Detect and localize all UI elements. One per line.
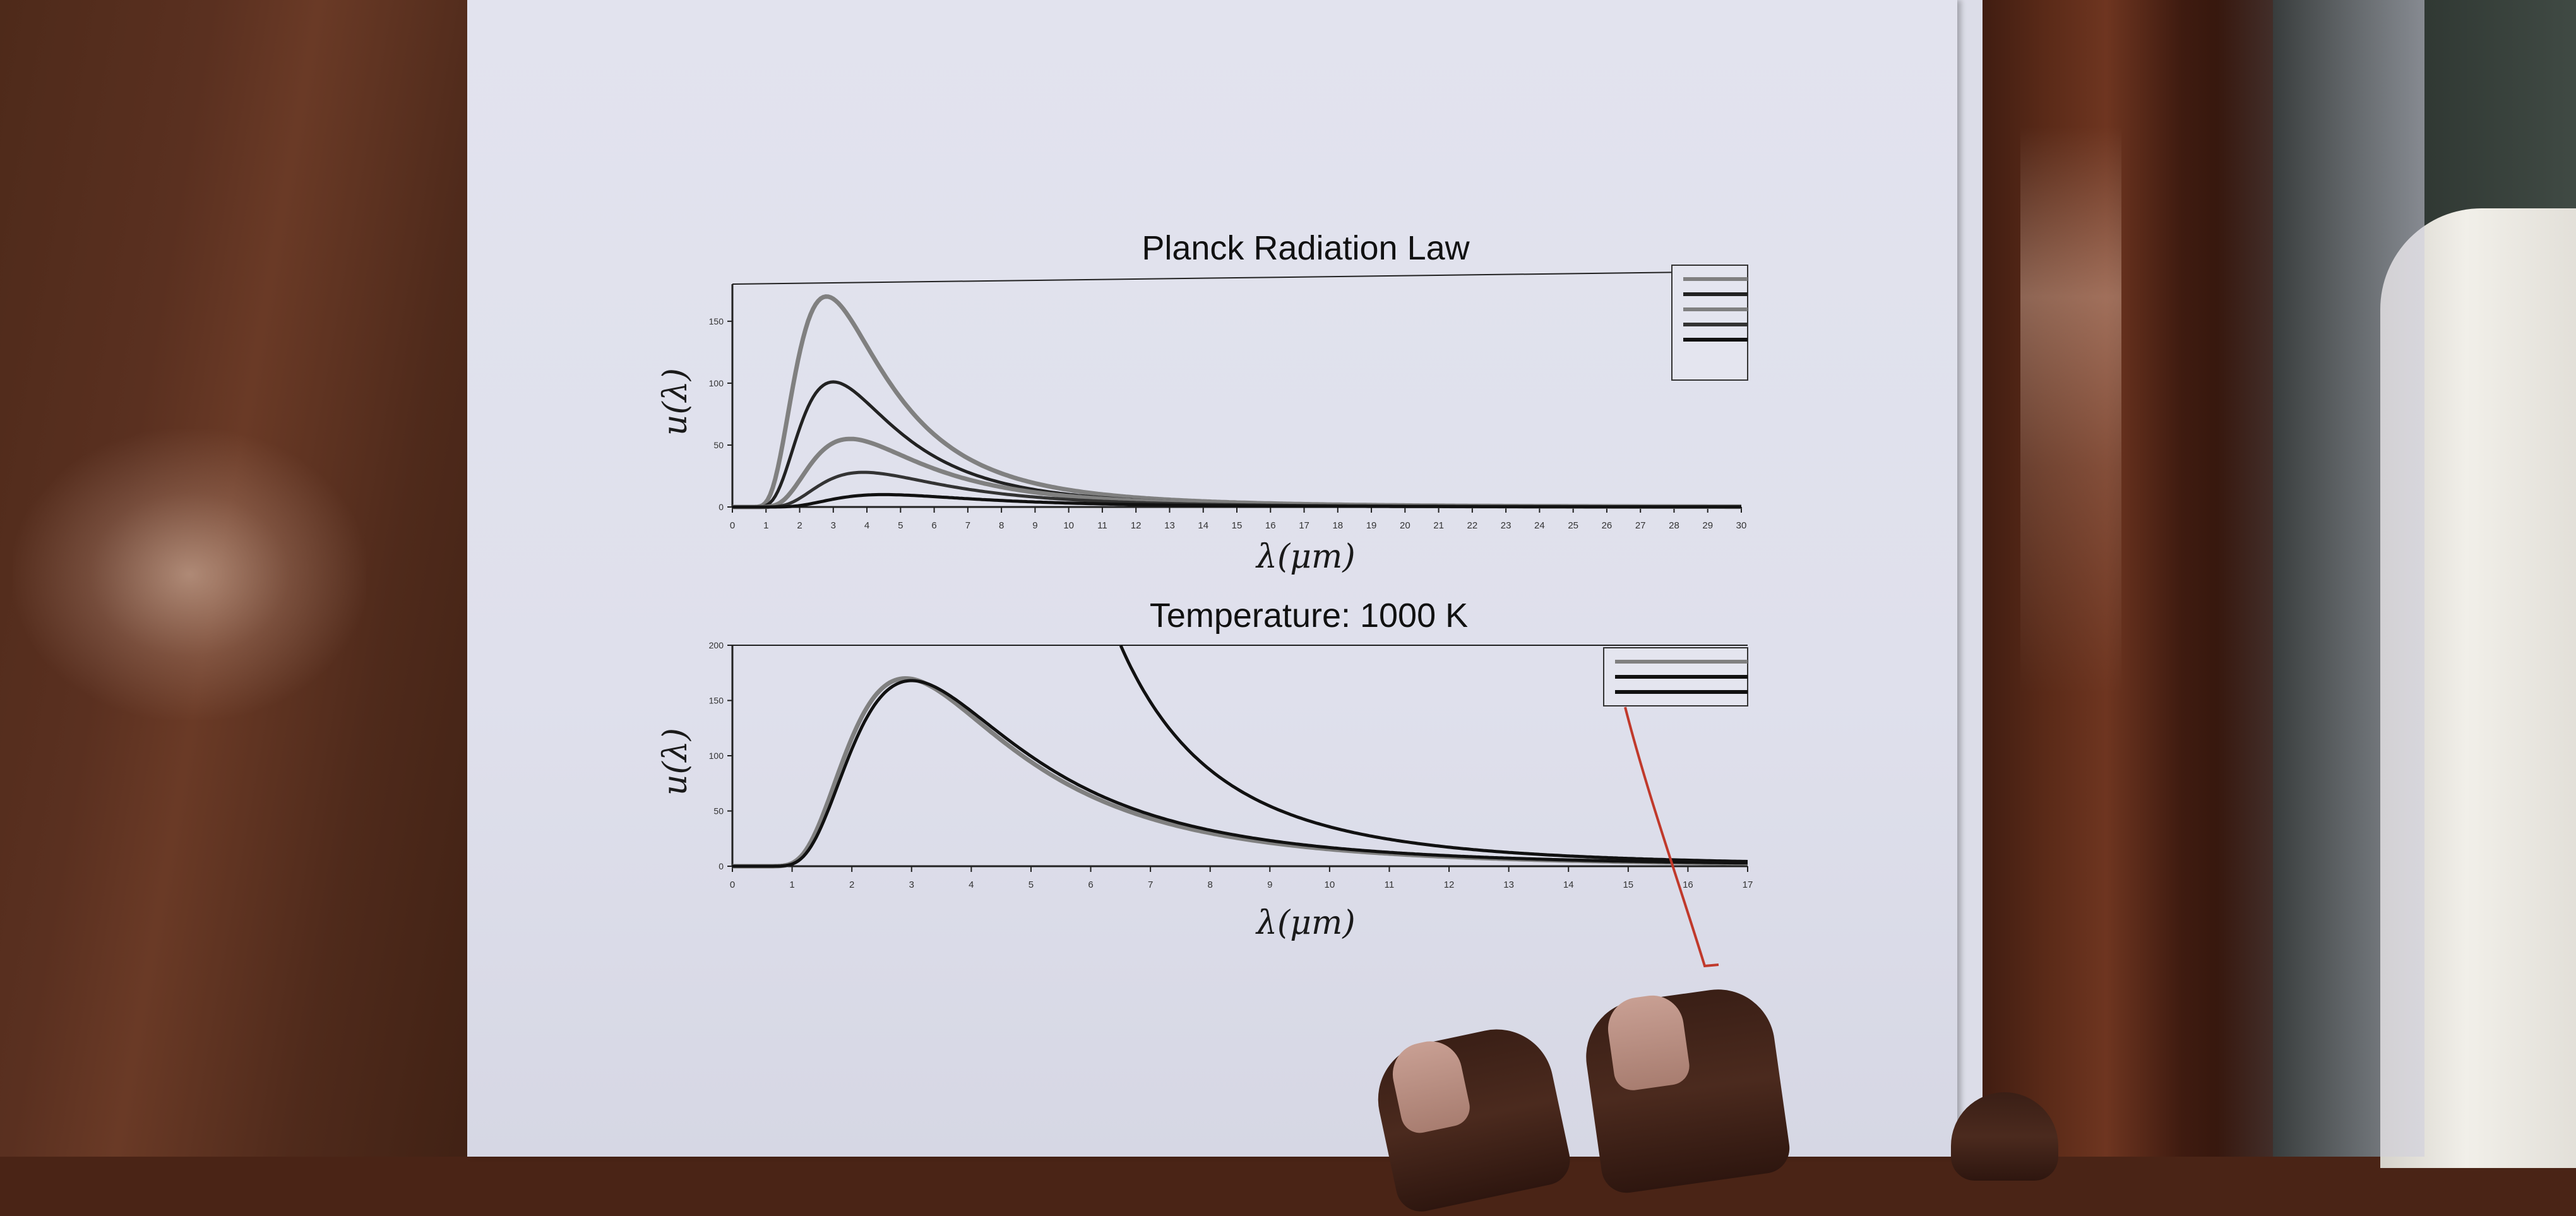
light-glare	[13, 429, 366, 720]
y-tick-label: 0	[719, 861, 724, 871]
x-tick-label: 4	[864, 520, 869, 531]
y-tick-label: 200	[709, 640, 724, 650]
x-tick-label: 2	[849, 879, 854, 890]
x-tick-label: 8	[999, 520, 1004, 531]
x-tick-label: 13	[1503, 879, 1514, 890]
x-tick-label: 14	[1563, 879, 1574, 890]
x-tick-label: 12	[1444, 879, 1455, 890]
x-tick-label: 20	[1400, 520, 1410, 531]
x-tick-label: 6	[1088, 879, 1093, 890]
x-tick-label: 11	[1097, 520, 1107, 531]
x-tick-label: 17	[1299, 520, 1309, 531]
chart1-plot: 0 1 2 3 4 5 6 7 8 9 10 11 12 13 14 15 16 17 18 19 20 21 22 23 24…	[709, 265, 1748, 531]
y-tick-label: 0	[719, 502, 724, 512]
chart1-title: Planck Radiation Law	[1142, 229, 1470, 267]
x-tick-label: 23	[1501, 520, 1512, 531]
x-tick-label: 15	[1232, 520, 1243, 531]
x-tick-label: 9	[1267, 879, 1272, 890]
series-line	[732, 492, 1741, 509]
y-tick-label: 150	[709, 316, 724, 326]
x-tick-label: 22	[1467, 520, 1478, 531]
chart2-xlabel: λ(μm)	[1256, 904, 1356, 942]
x-tick-label: 1	[763, 520, 768, 531]
x-tick-label: 15	[1623, 879, 1633, 890]
x-tick-label: 30	[1736, 520, 1747, 531]
x-tick-label: 0	[730, 879, 735, 890]
x-tick-label: 4	[969, 879, 974, 890]
x-tick-label: 10	[1325, 879, 1335, 890]
plot-top-border	[732, 271, 1742, 285]
x-tick-label: 9	[1032, 520, 1037, 531]
x-tick-label: 28	[1669, 520, 1679, 531]
x-tick-label: 2	[797, 520, 802, 531]
x-tick-label: 25	[1568, 520, 1578, 531]
series-line	[732, 380, 1741, 509]
y-tick-label: 50	[713, 440, 724, 450]
x-tick-label: 3	[831, 520, 836, 531]
x-tick-label: 1	[789, 879, 794, 890]
x-tick-label: 11	[1385, 879, 1395, 890]
charts-overlay: 0 1 2 3 4 5 6 7 8 9 10 11 12 13 14 15 16 17 18 19 20 21 22 23 24…	[709, 265, 1753, 968]
paper-fold-shade	[2216, 0, 2424, 1157]
y-tick-label: 50	[713, 806, 724, 816]
x-tick-label: 5	[1029, 879, 1034, 890]
x-tick-label: 5	[898, 520, 903, 531]
x-tick-label: 29	[1702, 520, 1713, 531]
series-line	[732, 679, 1748, 868]
x-tick-label: 13	[1164, 520, 1175, 531]
x-tick-label: 7	[965, 520, 970, 531]
y-tick-label: 150	[709, 696, 724, 706]
chart2-title: Temperature: 1000 K	[1149, 597, 1469, 635]
x-tick-label: 21	[1433, 520, 1444, 531]
x-tick-label: 18	[1332, 520, 1343, 531]
x-tick-label: 27	[1635, 520, 1646, 531]
red-pen-mark	[1624, 706, 1719, 968]
series-line	[732, 676, 1748, 869]
x-tick-label: 16	[1265, 520, 1276, 531]
chart1-xlabel: λ(μm)	[1256, 538, 1356, 576]
x-tick-label: 24	[1534, 520, 1545, 531]
x-tick-label: 19	[1366, 520, 1377, 531]
x-tick-label: 16	[1683, 879, 1693, 890]
x-tick-label: 26	[1602, 520, 1613, 531]
x-tick-label: 12	[1131, 520, 1142, 531]
y-tick-label: 100	[709, 378, 724, 388]
x-tick-label: 10	[1063, 520, 1074, 531]
desk-shine	[2020, 126, 2121, 694]
x-tick-label: 17	[1743, 879, 1753, 890]
y-tick-label: 100	[709, 751, 724, 761]
x-tick-label: 0	[730, 520, 735, 531]
series-line	[1119, 645, 1748, 863]
x-tick-label: 8	[1208, 879, 1213, 890]
x-tick-label: 14	[1198, 520, 1208, 531]
x-tick-label: 7	[1148, 879, 1153, 890]
x-tick-label: 6	[931, 520, 936, 531]
x-tick-label: 3	[909, 879, 914, 890]
printed-paper	[467, 0, 2424, 1157]
